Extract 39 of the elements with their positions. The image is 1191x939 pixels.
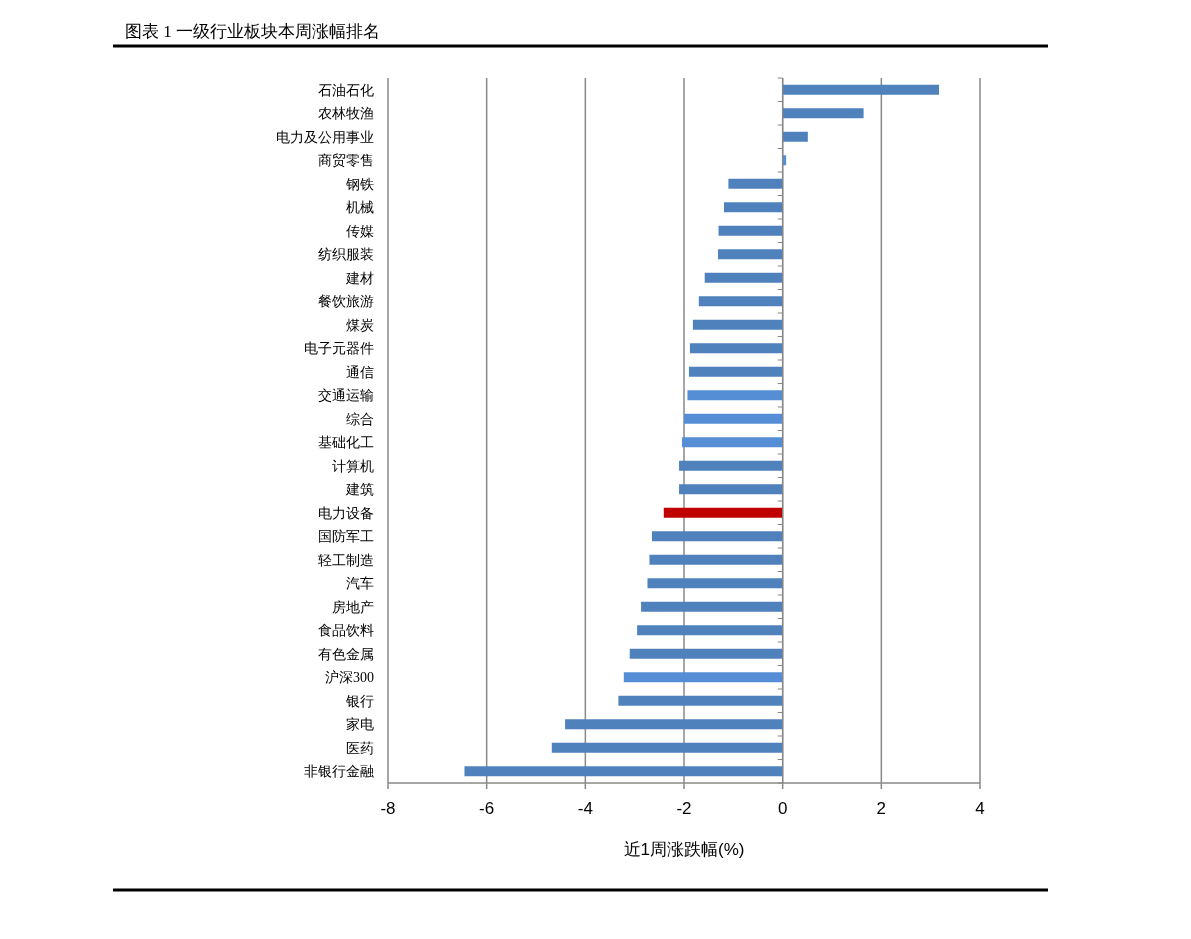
y-tick-label: 食品饮料 bbox=[318, 623, 374, 639]
x-tick-label: 2 bbox=[876, 799, 887, 818]
y-tick-label: 综合 bbox=[346, 411, 374, 427]
y-tick-label: 有色金属 bbox=[318, 646, 374, 662]
y-tick-label: 建筑 bbox=[345, 482, 374, 498]
y-tick-label: 电力设备 bbox=[318, 505, 374, 521]
y-tick-label: 计算机 bbox=[332, 458, 374, 474]
y-tick-label: 传媒 bbox=[346, 223, 374, 239]
y-tick-label: 农林牧渔 bbox=[318, 106, 374, 122]
y-tick-label: 餐饮旅游 bbox=[318, 294, 374, 310]
y-tick-label: 商贸零售 bbox=[318, 153, 374, 169]
y-tick-label: 交通运输 bbox=[318, 388, 374, 404]
x-tick-label: -4 bbox=[577, 799, 593, 818]
y-tick-label: 基础化工 bbox=[318, 435, 374, 451]
y-tick-label: 沪深300 bbox=[325, 670, 374, 686]
y-tick-label: 医药 bbox=[346, 740, 374, 756]
y-tick-label: 轻工制造 bbox=[318, 552, 374, 568]
x-tick-label: 0 bbox=[777, 799, 788, 818]
y-tick-label: 非银行金融 bbox=[304, 764, 374, 780]
y-tick-label: 纺织服装 bbox=[318, 247, 374, 263]
y-tick-label: 煤炭 bbox=[346, 317, 374, 333]
x-tick-label: 4 bbox=[975, 799, 985, 818]
y-tick-label: 电力及公用事业 bbox=[276, 129, 374, 145]
y-tick-label: 汽车 bbox=[346, 576, 374, 592]
x-tick-label: -2 bbox=[676, 799, 692, 818]
x-tick-label: -6 bbox=[479, 799, 495, 818]
x-tick-label: -8 bbox=[380, 799, 396, 818]
title: 图表 1 一级行业板块本周涨幅排名 bbox=[125, 22, 380, 41]
y-tick-label: 建材 bbox=[345, 270, 374, 286]
y-tick-label: 电子元器件 bbox=[304, 341, 374, 357]
x-axis-title: 近1周涨跌幅(%) bbox=[623, 840, 745, 859]
y-tick-label: 机械 bbox=[346, 200, 374, 216]
y-tick-label: 通信 bbox=[346, 364, 374, 380]
y-tick-label: 钢铁 bbox=[345, 176, 374, 192]
y-tick-label: 家电 bbox=[346, 717, 374, 733]
y-tick-label: 银行 bbox=[345, 693, 374, 709]
y-tick-label: 石油石化 bbox=[318, 82, 374, 98]
y-tick-label: 国防军工 bbox=[318, 529, 374, 545]
y-tick-label: 房地产 bbox=[332, 599, 374, 615]
